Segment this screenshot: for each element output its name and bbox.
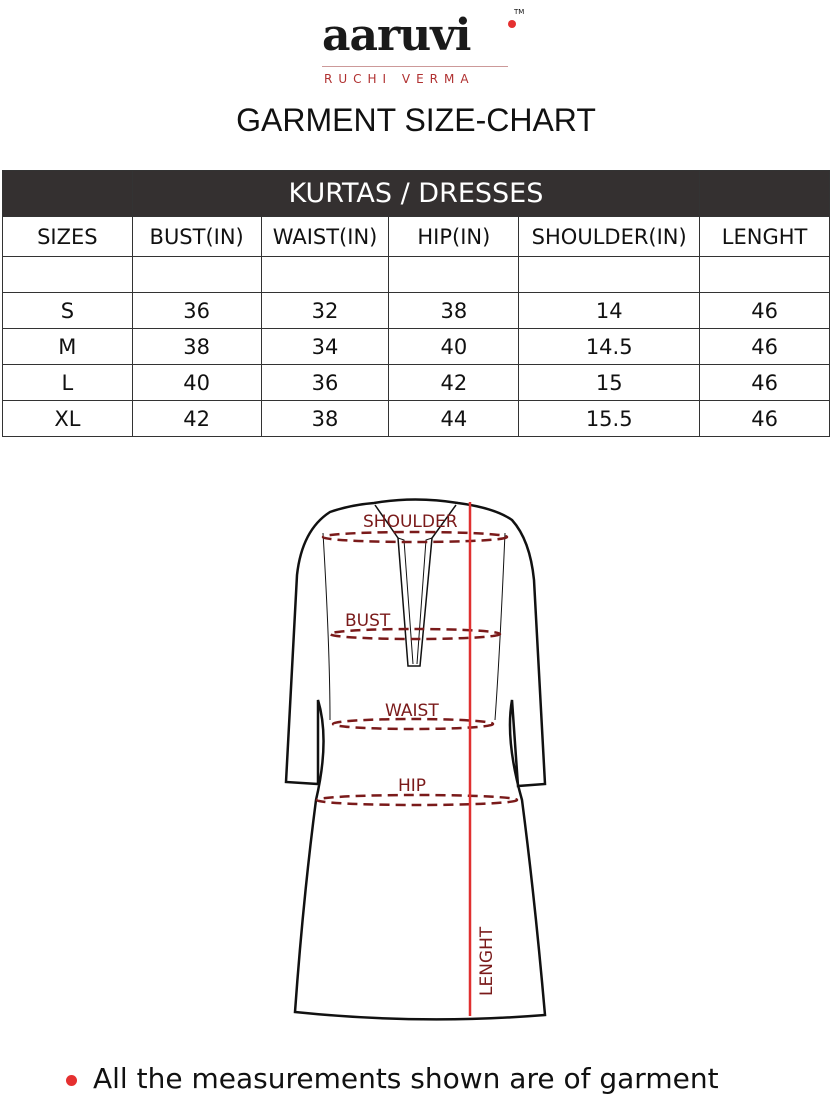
column-header: HIP(IN) — [388, 216, 520, 257]
logo-divider — [322, 66, 508, 67]
shoulder-label: SHOULDER — [363, 512, 458, 532]
cell: 42 — [388, 364, 520, 401]
column-header: SHOULDER(IN) — [518, 216, 701, 257]
hip-label: HIP — [398, 776, 426, 796]
waist-label: WAIST — [385, 701, 439, 721]
table-row: XL 42 38 44 15.5 46 — [2, 400, 830, 437]
column-header: SIZES — [2, 216, 133, 257]
note-text: All the measurements shown are of garmen… — [93, 1062, 719, 1095]
brand-subtitle: RUCHI VERMA — [324, 72, 475, 86]
logo-dot — [508, 20, 516, 28]
cell: 46 — [699, 364, 830, 401]
column-header: LENGHT — [699, 216, 830, 257]
brand-logo: aaruvi TM RUCHI VERMA — [322, 8, 524, 90]
kurta-outline — [284, 498, 547, 1021]
trademark: TM — [514, 8, 525, 16]
cell: 32 — [260, 292, 390, 329]
length-label: LENGHT — [477, 926, 497, 996]
page-title: GARMENT SIZE-CHART — [236, 102, 596, 138]
cell: 34 — [260, 328, 390, 365]
cell: 36 — [260, 364, 390, 401]
cell: 46 — [699, 328, 830, 365]
measurement-note: All the measurements shown are of garmen… — [66, 1062, 719, 1095]
table-row: M 38 34 40 14.5 46 — [2, 328, 830, 365]
cell: 42 — [131, 400, 262, 437]
cell: 40 — [388, 328, 520, 365]
cell: 46 — [699, 400, 830, 437]
cell: 36 — [131, 292, 262, 329]
empty-row — [2, 256, 830, 293]
bullet-icon — [66, 1074, 77, 1086]
column-header: WAIST(IN) — [260, 216, 390, 257]
cell: 38 — [388, 292, 520, 329]
table-row: L 40 36 42 15 46 — [2, 364, 830, 401]
cell: 40 — [131, 364, 262, 401]
measurement-lines — [315, 530, 519, 807]
category-header: KURTAS / DRESSES — [131, 170, 701, 217]
cell: 38 — [260, 400, 390, 437]
cell: 15.5 — [518, 400, 701, 437]
cell: 44 — [388, 400, 520, 437]
size-chart-table: KURTAS / DRESSES SIZES BUST(IN) WAIST(IN… — [2, 170, 830, 437]
brand-name: aaruvi — [322, 10, 471, 61]
bust-label: BUST — [345, 611, 391, 631]
cell: XL — [2, 400, 133, 437]
column-header: BUST(IN) — [131, 216, 262, 257]
cell: 46 — [699, 292, 830, 329]
cell: 15 — [518, 364, 701, 401]
